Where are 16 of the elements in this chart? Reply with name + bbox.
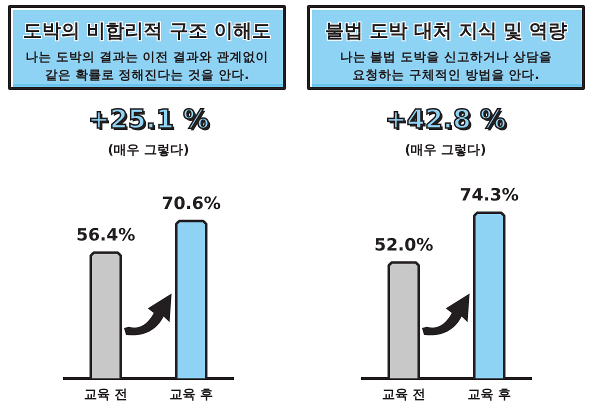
- text: +42.8 %: [384, 104, 508, 136]
- chart-subtitle: 나는 불법 도박을 신고하거나 상담을 요청하는 구체적인 방법을 안다.: [338, 48, 554, 84]
- text: (매우 그렇다): [106, 142, 190, 160]
- x-tick-label: 교육 전: [84, 388, 128, 403]
- chart-title: 도박의 비합리적 구조 이해도: [22, 19, 272, 44]
- x-tick-label: 교육 전: [382, 388, 426, 403]
- text: (매우 그렇다): [404, 142, 488, 160]
- data-label: 74.3%: [460, 186, 519, 206]
- chart-subtitle: 나는 도박의 결과는 이전 결과와 관계없이 같은 확률로 정해진다는 것을 안다.: [24, 48, 270, 84]
- data-label: 52.0%: [374, 235, 434, 256]
- chart-title: 불법 도박 대처 지식 및 역량: [324, 19, 568, 44]
- text: +25.1 %: [86, 104, 210, 136]
- data-label: 56.4%: [76, 226, 136, 246]
- x-tick-label: 교육 후: [467, 388, 512, 403]
- x-tick-label: 교육 후: [169, 388, 214, 403]
- data-label: 70.6%: [162, 194, 221, 214]
